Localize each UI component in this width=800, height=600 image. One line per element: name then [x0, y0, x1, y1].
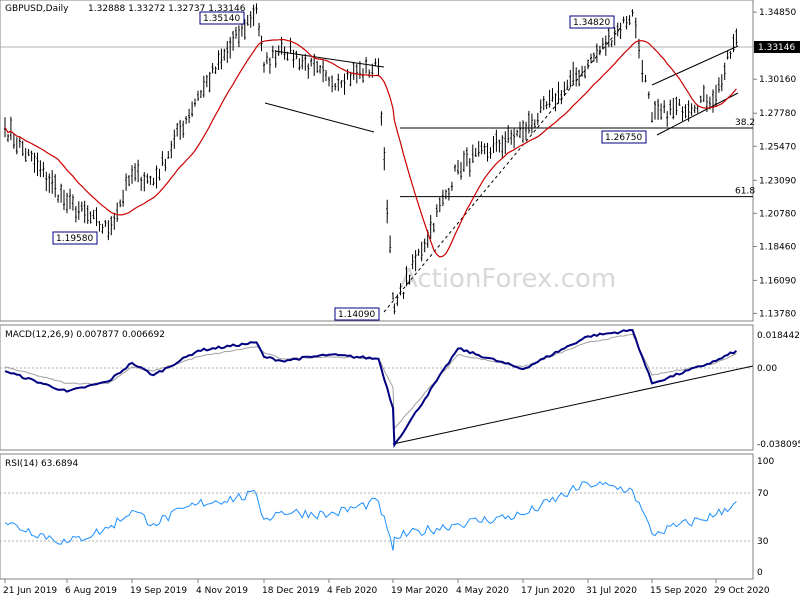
rsi-tick-70: 70 — [757, 489, 769, 499]
annotation-box — [601, 130, 647, 144]
macd-signal-line — [4, 333, 737, 430]
date-tick-label: 4 Feb 2020 — [327, 586, 378, 596]
price-tick-label: 1.18460 — [759, 243, 796, 253]
rsi-tick-30: 30 — [757, 537, 769, 547]
chart-header: GBPUSD,Daily 1.32888 1.33272 1.32737 1.3… — [5, 4, 246, 14]
date-tick-label: 18 Dec 2019 — [262, 586, 320, 596]
watermark: ActionForex.com — [400, 264, 616, 294]
fib-levels: 38.2 61.8 — [400, 118, 755, 198]
moving-average-line — [4, 38, 737, 258]
date-tick-label: 4 May 2020 — [456, 586, 509, 596]
macd-tick-zero: 0.00 — [757, 364, 777, 374]
rsi-tick-100: 100 — [757, 457, 774, 467]
annotation-label: 1.14090 — [338, 310, 375, 320]
annotation-box — [199, 11, 245, 25]
price-tick-label: 1.13780 — [759, 309, 796, 319]
annotation-box — [334, 307, 380, 321]
price-tick-label: 1.16090 — [759, 276, 796, 286]
rsi-title: RSI(14) 63.6894 — [5, 459, 78, 469]
date-tick-label: 17 Jun 2020 — [521, 586, 575, 596]
price-tick-label: 1.27780 — [759, 109, 796, 119]
rally-dashed-line — [383, 25, 623, 313]
price-tick-label: 1.30160 — [759, 75, 796, 85]
triangle-lower-line — [264, 102, 375, 133]
current-price-marker: 1.33146 — [754, 41, 800, 53]
annotation-label: 1.19580 — [56, 234, 93, 244]
fib-label: 38.2 — [735, 118, 755, 128]
rsi-line — [4, 481, 737, 551]
price-axis: 1.348501.324701.301601.277801.254701.230… — [753, 8, 796, 319]
date-axis: 21 Jun 2019 6 Aug 2019 19 Sep 2019 4 Nov 20… — [3, 579, 770, 596]
fib-label: 61.8 — [735, 187, 755, 197]
channel-upper-line — [651, 45, 739, 86]
annotation-label: 1.26750 — [605, 133, 642, 143]
symbol-label: GBPUSD,Daily — [5, 4, 69, 14]
date-tick-label: 19 Mar 2020 — [391, 586, 448, 596]
price-panel: ActionForex.com 1.348501.324701.301601.2… — [0, 0, 800, 322]
ohlc-label: 1.32888 1.33272 1.32737 1.33146 — [88, 4, 246, 14]
macd-trendline — [392, 365, 754, 445]
macd-title: MACD(12,26,9) 0.007877 0.006692 — [5, 330, 165, 340]
annotation-label: 1.34820 — [573, 18, 610, 28]
rsi-tick-0: 0 — [757, 568, 763, 578]
date-tick-label: 29 Oct 2020 — [714, 586, 770, 596]
price-bars — [4, 3, 738, 315]
macd-panel: MACD(12,26,9) 0.007877 0.006692 0.018442… — [0, 324, 800, 451]
current-price-label: 1.33146 — [758, 43, 795, 53]
macd-tick-bottom: -0.038095 — [757, 440, 800, 450]
date-tick-label: 15 Sep 2020 — [650, 586, 707, 596]
annotation-label: 1.35140 — [203, 14, 240, 24]
macd-line — [4, 328, 738, 449]
date-tick-label: 21 Jun 2019 — [3, 586, 57, 596]
date-tick-label: 19 Sep 2019 — [130, 586, 187, 596]
price-tick-label: 1.20780 — [759, 209, 796, 219]
annotation-box — [52, 231, 98, 245]
annotation-box — [569, 15, 615, 29]
rsi-panel: RSI(14) 63.6894 100 70 30 0 — [0, 453, 774, 580]
date-tick-label: 31 Jul 2020 — [586, 586, 637, 596]
price-tick-label: 1.25470 — [759, 142, 796, 152]
price-tick-label: 1.34850 — [759, 8, 796, 18]
date-tick-label: 6 Aug 2019 — [65, 586, 117, 596]
macd-tick-top: 0.018442 — [757, 331, 800, 341]
price-tick-label: 1.23090 — [759, 176, 796, 186]
price-annotations: 1.35140 1.34820 1.26750 1.19580 1.14090 — [52, 11, 647, 321]
date-tick-label: 4 Nov 2019 — [196, 586, 248, 596]
channel-lower-line — [656, 92, 739, 136]
